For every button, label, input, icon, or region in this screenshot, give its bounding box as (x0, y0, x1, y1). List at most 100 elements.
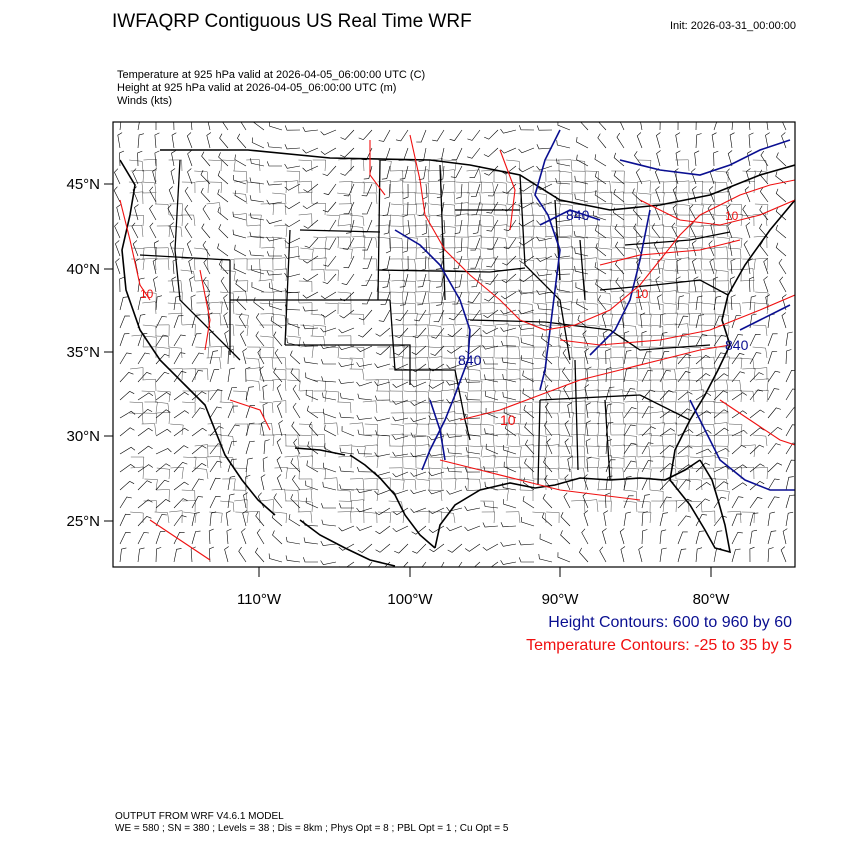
county-line (518, 192, 534, 205)
county-line (675, 367, 690, 381)
county-line (623, 203, 638, 216)
county-line (636, 390, 651, 403)
wind-barb (539, 533, 553, 545)
county-line (480, 401, 495, 414)
county-line (206, 357, 222, 370)
county-line (520, 291, 534, 304)
county-line (235, 511, 249, 524)
county-line (702, 455, 716, 469)
wind-barb (601, 312, 607, 329)
wind-barb (339, 484, 355, 491)
wind-barb (656, 150, 661, 167)
wind-barb (414, 309, 427, 322)
county-line (716, 489, 730, 502)
county-line (584, 180, 599, 194)
county-line (259, 257, 274, 271)
wind-barb (288, 514, 301, 527)
county-line (363, 511, 378, 524)
wind-barb (501, 340, 517, 347)
county-line (690, 456, 704, 469)
wind-barb (361, 201, 373, 215)
wind-barb (749, 546, 755, 563)
wind-barb (284, 144, 301, 150)
county-line (611, 203, 625, 216)
wind-barb (249, 250, 265, 257)
county-line (520, 280, 534, 293)
county-line (350, 158, 365, 172)
wind-barb (731, 464, 748, 473)
county-line (440, 257, 456, 271)
county-line (532, 466, 547, 480)
wind-barb (321, 503, 337, 509)
wind-barb (484, 428, 499, 437)
wind-barb (536, 144, 553, 150)
county-line (414, 335, 430, 348)
county-line (183, 456, 197, 469)
county-line (727, 510, 742, 524)
county-line (402, 192, 417, 205)
wind-barb (380, 291, 391, 305)
wind-barb (675, 132, 681, 149)
wind-barb (132, 186, 139, 203)
county-line (195, 280, 209, 293)
county-line (455, 445, 469, 458)
wind-barb (187, 168, 193, 185)
county-line (130, 466, 144, 480)
county-line (429, 456, 443, 469)
wind-barb (574, 211, 589, 221)
wind-barb (278, 420, 283, 437)
county-line (505, 433, 521, 447)
county-line (598, 236, 612, 249)
county-line (272, 290, 287, 304)
wind-barb (749, 481, 765, 491)
county-line (661, 368, 677, 381)
county-line (337, 401, 352, 414)
wind-barb (416, 129, 427, 143)
wind-barb (410, 489, 427, 495)
wind-barb (255, 331, 265, 347)
wind-barb (749, 512, 759, 527)
wind-barb (576, 136, 589, 149)
wind-barb (290, 458, 301, 473)
wind-barb (677, 445, 693, 455)
county-line (416, 511, 430, 524)
wind-barb (522, 370, 535, 383)
wind-barb (227, 349, 234, 365)
wind-barb (779, 276, 787, 293)
county-line (169, 510, 183, 524)
wind-barb (202, 276, 211, 293)
county-line (610, 214, 625, 227)
county-line (350, 313, 365, 326)
wind-barb (224, 546, 229, 563)
wind-barb (562, 367, 571, 383)
wind-barb (500, 128, 517, 134)
wind-barb (524, 458, 535, 473)
county-line (545, 455, 560, 469)
wind-barb (603, 510, 609, 527)
county-line (247, 367, 261, 381)
wind-barb (233, 174, 247, 185)
wind-barb (421, 561, 427, 567)
wind-barb (173, 122, 175, 131)
county-line (427, 258, 443, 271)
wind-barb (227, 475, 236, 491)
wind-barb (731, 496, 744, 509)
wind-barb (503, 461, 517, 473)
wind-barb (710, 222, 715, 239)
county-line (674, 269, 690, 282)
county-line (611, 456, 625, 469)
wind-barb (671, 222, 679, 239)
county-line (142, 346, 157, 359)
wind-barb (173, 548, 182, 563)
wind-barb (500, 327, 517, 332)
county-line (635, 301, 651, 315)
county-line (623, 444, 638, 458)
wind-barb (227, 440, 237, 455)
county-line (701, 412, 716, 425)
wind-barb (695, 462, 711, 473)
wind-barb (405, 219, 411, 236)
wind-barb (272, 530, 283, 545)
county-line (389, 214, 404, 227)
wind-barb (137, 277, 145, 293)
county-line (585, 423, 600, 436)
